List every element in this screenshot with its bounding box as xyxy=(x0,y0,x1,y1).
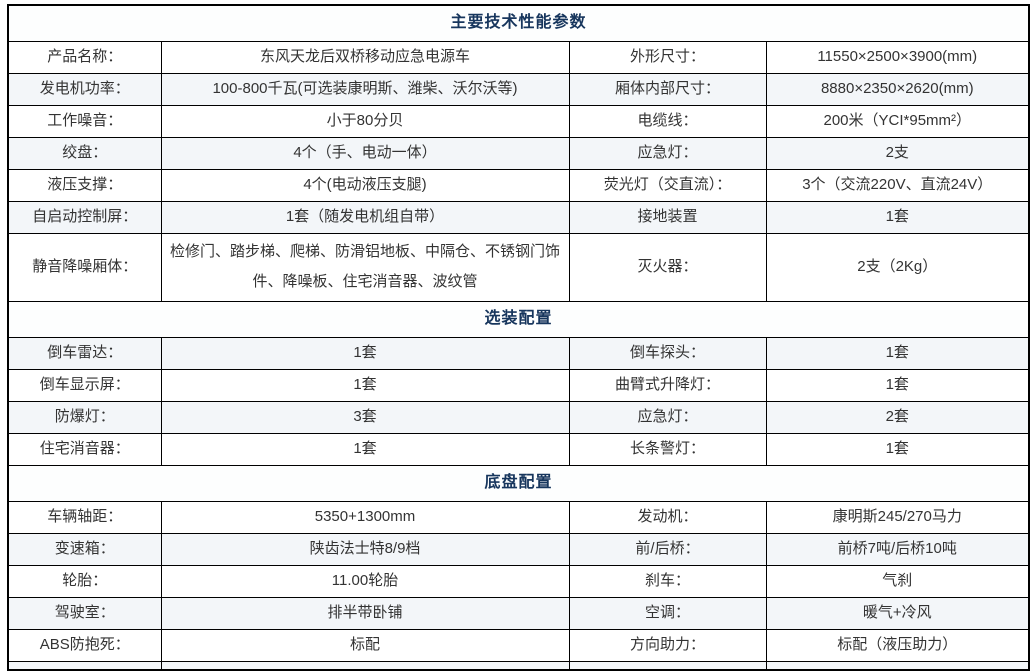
spec-value: 1套 xyxy=(765,336,1030,370)
spec-value: 2支（2Kg） xyxy=(765,232,1030,302)
spec-label: 接地装置 xyxy=(568,200,767,234)
spec-label: 住宅消音器： xyxy=(7,432,162,466)
spec-label: 工作噪音： xyxy=(7,104,162,138)
spec-label: ABS防抱死： xyxy=(7,628,162,662)
table-row: 绞盘： 4个（手、电动一体） 应急灯： 2支 xyxy=(7,136,1030,170)
spec-value: 气刹 xyxy=(765,564,1030,598)
spec-value: 1套 xyxy=(160,432,570,466)
spec-value: 标配 xyxy=(160,628,570,662)
spec-label: 荧光灯（交直流）： xyxy=(568,168,767,202)
spec-label: 长条警灯： xyxy=(568,432,767,466)
spec-label: 发动机： xyxy=(568,500,767,534)
spec-value: 3套 xyxy=(160,400,570,434)
spec-label: 发电机功率： xyxy=(7,72,162,106)
spec-label: 倒车雷达： xyxy=(7,336,162,370)
table-row: 倒车显示屏： 1套 曲臂式升降灯： 1套 xyxy=(7,368,1030,402)
spec-label: 刹车： xyxy=(568,564,767,598)
spec-value: 暖气+冷风 xyxy=(765,596,1030,630)
spec-label: 绞盘： xyxy=(7,136,162,170)
section-header-row: 底盘配置 xyxy=(7,464,1030,502)
table-row: 产品名称： 东风天龙后双桥移动应急电源车 外形尺寸： 11550×2500×3900(… xyxy=(7,40,1030,74)
spec-value: 康明斯245/270马力 xyxy=(765,500,1030,534)
spec-label: 倒车显示屏： xyxy=(7,368,162,402)
spec-label: 驾驶室： xyxy=(7,596,162,630)
spec-value: 5350+1300mm xyxy=(160,500,570,534)
spec-label: 电缆线： xyxy=(568,104,767,138)
spec-label: 空调： xyxy=(568,596,767,630)
section-title: 底盘配置 xyxy=(7,464,1030,502)
spec-value: 4个（手、电动一体） xyxy=(160,136,570,170)
spec-label: 变速箱： xyxy=(7,532,162,566)
empty-cell xyxy=(568,660,767,670)
table-row: 变速箱： 陕齿法士特8/9档 前/后桥： 前桥7吨/后桥10吨 xyxy=(7,532,1030,566)
table-row: 自启动控制屏： 1套（随发电机组自带） 接地装置 1套 xyxy=(7,200,1030,234)
section-title: 选装配置 xyxy=(7,300,1030,338)
empty-cell xyxy=(765,660,1030,670)
spec-label: 曲臂式升降灯： xyxy=(568,368,767,402)
section-header-row: 选装配置 xyxy=(7,300,1030,338)
spec-label: 前/后桥： xyxy=(568,532,767,566)
empty-cell xyxy=(160,660,570,670)
spec-value: 2套 xyxy=(765,400,1030,434)
table-row: 倒车雷达： 1套 倒车探头： 1套 xyxy=(7,336,1030,370)
spec-label: 应急灯： xyxy=(568,400,767,434)
spec-label: 自启动控制屏： xyxy=(7,200,162,234)
table-row: 防爆灯： 3套 应急灯： 2套 xyxy=(7,400,1030,434)
spec-value: 小于80分贝 xyxy=(160,104,570,138)
spec-value: 东风天龙后双桥移动应急电源车 xyxy=(160,40,570,74)
section-title: 主要技术性能参数 xyxy=(7,4,1030,42)
spec-label: 厢体内部尺寸： xyxy=(568,72,767,106)
spec-value: 1套 xyxy=(160,368,570,402)
table-row: ABS防抱死： 标配 方向助力： 标配（液压助力） xyxy=(7,628,1030,662)
spec-label: 倒车探头： xyxy=(568,336,767,370)
table-row: 住宅消音器： 1套 长条警灯： 1套 xyxy=(7,432,1030,466)
spec-label: 外形尺寸： xyxy=(568,40,767,74)
table-row: 发电机功率： 100-800千瓦(可选装康明斯、潍柴、沃尔沃等) 厢体内部尺寸： 88… xyxy=(7,72,1030,106)
spec-value: 100-800千瓦(可选装康明斯、潍柴、沃尔沃等) xyxy=(160,72,570,106)
spec-value: 2支 xyxy=(765,136,1030,170)
table-row: 车辆轴距： 5350+1300mm 发动机： 康明斯245/270马力 xyxy=(7,500,1030,534)
spec-value: 1套 xyxy=(765,200,1030,234)
table-row: 静音降噪厢体： 检修门、踏步梯、爬梯、防滑铝地板、中隔仓、不锈钢门饰件、降噪板、住… xyxy=(7,232,1030,302)
spec-value: 8880×2350×2620(mm) xyxy=(765,72,1030,106)
spec-table: 主要技术性能参数 产品名称： 东风天龙后双桥移动应急电源车 外形尺寸： 11550×25… xyxy=(7,4,1031,671)
spec-value: 1套 xyxy=(765,368,1030,402)
spec-value: 4个(电动液压支腿) xyxy=(160,168,570,202)
spec-value: 1套 xyxy=(765,432,1030,466)
spec-label: 防爆灯： xyxy=(7,400,162,434)
spec-label: 灭火器： xyxy=(568,232,767,302)
spec-value: 检修门、踏步梯、爬梯、防滑铝地板、中隔仓、不锈钢门饰件、降噪板、住宅消音器、波纹… xyxy=(160,232,570,302)
spec-label: 产品名称： xyxy=(7,40,162,74)
spec-label: 应急灯： xyxy=(568,136,767,170)
spec-value: 1套 xyxy=(160,336,570,370)
spec-label: 静音降噪厢体： xyxy=(7,232,162,302)
spec-value: 1套（随发电机组自带） xyxy=(160,200,570,234)
table-row: 驾驶室： 排半带卧铺 空调： 暖气+冷风 xyxy=(7,596,1030,630)
empty-cell xyxy=(7,660,162,670)
spec-value: 陕齿法士特8/9档 xyxy=(160,532,570,566)
spec-label: 轮胎： xyxy=(7,564,162,598)
spec-value: 200米（YCI*95mm²） xyxy=(765,104,1030,138)
spec-value: 11550×2500×3900(mm) xyxy=(765,40,1030,74)
section-header-row: 主要技术性能参数 xyxy=(7,4,1030,42)
spec-value: 标配（液压助力） xyxy=(765,628,1030,662)
spec-value: 11.00轮胎 xyxy=(160,564,570,598)
table-row: 工作噪音： 小于80分贝 电缆线： 200米（YCI*95mm²） xyxy=(7,104,1030,138)
spec-value: 排半带卧铺 xyxy=(160,596,570,630)
spec-value: 前桥7吨/后桥10吨 xyxy=(765,532,1030,566)
table-row-partial xyxy=(7,660,1030,670)
spec-label: 液压支撑： xyxy=(7,168,162,202)
table-row: 液压支撑： 4个(电动液压支腿) 荧光灯（交直流）： 3个（交流220V、直流24V） xyxy=(7,168,1030,202)
spec-label: 车辆轴距： xyxy=(7,500,162,534)
spec-table-container: 主要技术性能参数 产品名称： 东风天龙后双桥移动应急电源车 外形尺寸： 11550×25… xyxy=(7,4,1031,671)
spec-value: 3个（交流220V、直流24V） xyxy=(765,168,1030,202)
table-row: 轮胎： 11.00轮胎 刹车： 气刹 xyxy=(7,564,1030,598)
spec-label: 方向助力： xyxy=(568,628,767,662)
